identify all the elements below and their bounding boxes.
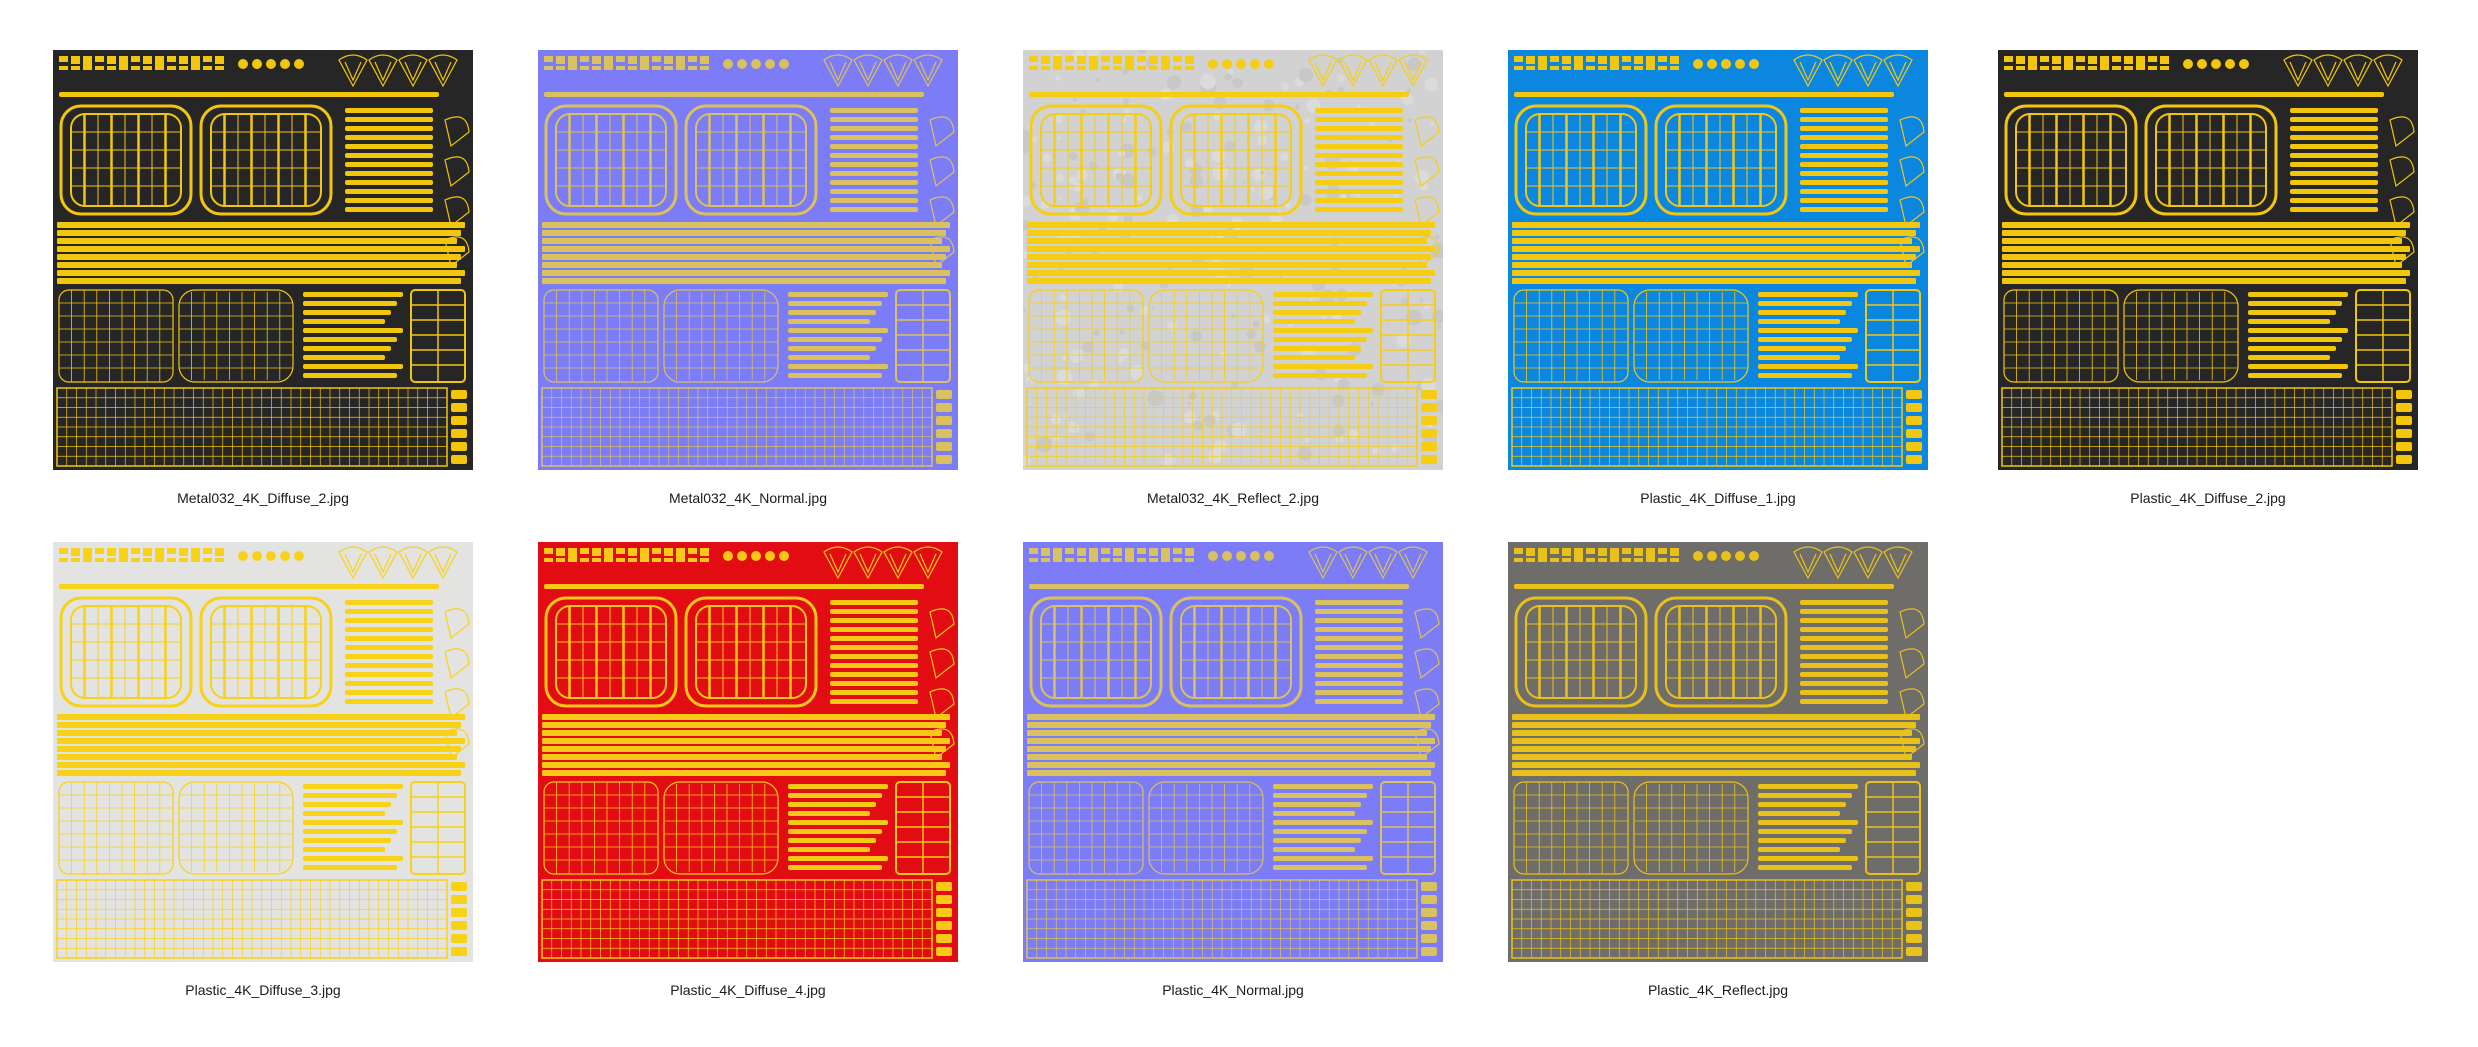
texture-thumbnail[interactable] [1023,50,1443,470]
file-name-label: Plastic_4K_Diffuse_3.jpg [185,982,341,998]
file-name-label: Metal032_4K_Normal.jpg [669,490,827,506]
gallery-tile[interactable]: Plastic_4K_Diffuse_2.jpg [1998,50,2418,506]
file-name-label: Plastic_4K_Normal.jpg [1162,982,1304,998]
texture-thumbnail[interactable] [1508,542,1928,962]
gallery-tile[interactable]: Metal032_4K_Reflect_2.jpg [1023,50,1443,506]
gallery-tile[interactable]: Plastic_4K_Reflect.jpg [1508,542,1928,998]
file-name-label: Plastic_4K_Diffuse_4.jpg [670,982,826,998]
texture-thumbnail[interactable] [538,50,958,470]
texture-thumbnail[interactable] [1023,542,1443,962]
texture-thumbnail[interactable] [1508,50,1928,470]
gallery-tile[interactable]: Metal032_4K_Diffuse_2.jpg [53,50,473,506]
gallery-tile[interactable]: Plastic_4K_Diffuse_1.jpg [1508,50,1928,506]
texture-thumbnail[interactable] [53,50,473,470]
texture-thumbnail[interactable] [1998,50,2418,470]
file-name-label: Plastic_4K_Reflect.jpg [1647,982,1789,998]
file-name-label: Plastic_4K_Diffuse_1.jpg [1640,490,1796,506]
texture-thumbnail[interactable] [538,542,958,962]
file-name-label: Metal032_4K_Reflect_2.jpg [1146,490,1319,506]
file-name-label: Metal032_4K_Diffuse_2.jpg [177,490,349,506]
texture-thumbnail[interactable] [53,542,473,962]
gallery-tile[interactable]: Plastic_4K_Diffuse_3.jpg [53,542,473,998]
gallery-tile[interactable]: Metal032_4K_Normal.jpg [538,50,958,506]
gallery-tile[interactable]: Plastic_4K_Diffuse_4.jpg [538,542,958,998]
file-name-label: Plastic_4K_Diffuse_2.jpg [2130,490,2286,506]
gallery-tile[interactable]: Plastic_4K_Normal.jpg [1023,542,1443,998]
